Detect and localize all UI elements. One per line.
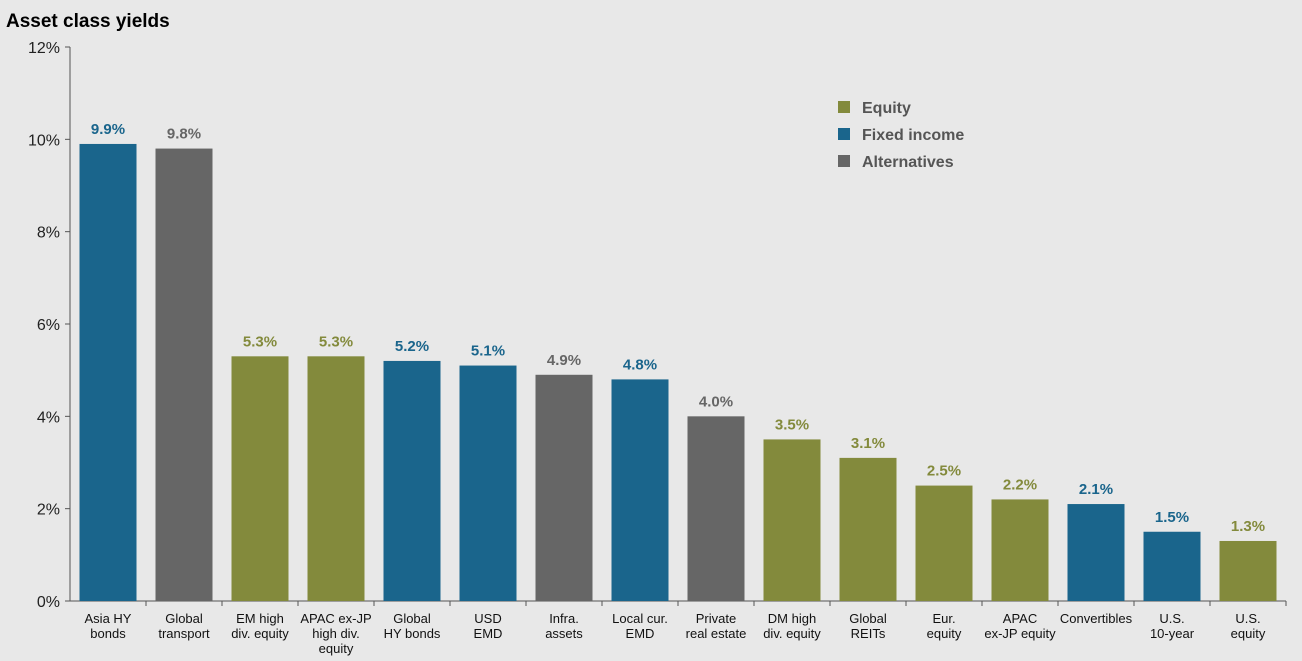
bar — [915, 485, 973, 601]
x-tick-label: equity — [319, 641, 354, 656]
legend-label: Fixed income — [862, 127, 964, 144]
data-label: 5.2% — [395, 338, 429, 355]
data-label: 3.1% — [851, 435, 885, 452]
y-tick-label: 10% — [28, 132, 60, 149]
x-tick-label: assets — [545, 626, 583, 641]
x-tick-label: U.S. — [1235, 611, 1260, 626]
data-label: 2.1% — [1079, 481, 1113, 498]
legend-label: Equity — [862, 100, 911, 117]
x-tick-label: Infra. — [549, 611, 579, 626]
y-tick-label: 12% — [28, 40, 60, 57]
bar — [687, 416, 745, 601]
legend-swatch — [838, 155, 850, 167]
y-tick-label: 6% — [37, 317, 60, 334]
x-tick-label: REITs — [851, 626, 886, 641]
bar — [231, 356, 289, 601]
x-tick-label: EMD — [474, 626, 503, 641]
bar — [383, 360, 441, 601]
y-tick-label: 8% — [37, 225, 60, 242]
x-tick-label: equity — [1231, 626, 1266, 641]
x-tick-label: USD — [474, 611, 501, 626]
x-tick-label: ex-JP equity — [984, 626, 1056, 641]
bar — [1143, 531, 1201, 601]
legend-swatch — [838, 128, 850, 140]
data-label: 1.5% — [1155, 509, 1189, 526]
x-tick-label: transport — [158, 626, 210, 641]
x-tick-label: Global — [849, 611, 887, 626]
bar — [155, 148, 213, 602]
x-tick-label: Eur. — [932, 611, 955, 626]
data-label: 1.3% — [1231, 518, 1265, 535]
data-label: 5.1% — [471, 343, 505, 360]
bar — [839, 457, 897, 601]
y-tick-label: 4% — [37, 409, 60, 426]
x-tick-label: Global — [393, 611, 431, 626]
bar — [535, 374, 593, 601]
data-label: 5.3% — [319, 333, 353, 350]
x-tick-label: div. equity — [231, 626, 289, 641]
data-label: 4.0% — [699, 393, 733, 410]
legend-swatch — [838, 101, 850, 113]
bar — [991, 499, 1049, 601]
bar — [611, 379, 669, 601]
bar — [459, 365, 517, 601]
x-tick-label: APAC — [1003, 611, 1037, 626]
x-tick-label: real estate — [686, 626, 747, 641]
bar — [307, 356, 365, 601]
x-tick-label: high div. — [312, 626, 359, 641]
legend-label: Alternatives — [862, 154, 954, 171]
x-tick-label: 10-year — [1150, 626, 1195, 641]
data-label: 2.5% — [927, 463, 961, 480]
x-tick-label: Private — [696, 611, 736, 626]
y-tick-label: 2% — [37, 502, 60, 519]
x-tick-label: DM high — [768, 611, 816, 626]
data-label: 9.9% — [91, 121, 125, 138]
data-label: 5.3% — [243, 333, 277, 350]
data-label: 4.9% — [547, 352, 581, 369]
bar — [1067, 504, 1125, 601]
chart-title: Asset class yields — [6, 11, 170, 32]
x-tick-label: HY bonds — [384, 626, 441, 641]
x-tick-label: EMD — [626, 626, 655, 641]
x-tick-label: div. equity — [763, 626, 821, 641]
x-tick-label: U.S. — [1159, 611, 1184, 626]
y-tick-label: 0% — [37, 594, 60, 611]
data-label: 9.8% — [167, 126, 201, 143]
x-tick-label: APAC ex-JP — [300, 611, 371, 626]
bar — [763, 439, 821, 601]
x-tick-label: Asia HY — [85, 611, 132, 626]
bar — [79, 143, 137, 601]
x-tick-label: bonds — [90, 626, 126, 641]
x-tick-label: Global — [165, 611, 203, 626]
bar — [1219, 540, 1277, 601]
data-label: 3.5% — [775, 416, 809, 433]
x-tick-label: equity — [927, 626, 962, 641]
data-label: 4.8% — [623, 356, 657, 373]
x-tick-label: Local cur. — [612, 611, 668, 626]
data-label: 2.2% — [1003, 476, 1037, 493]
x-tick-label: Convertibles — [1060, 611, 1133, 626]
x-tick-label: EM high — [236, 611, 284, 626]
